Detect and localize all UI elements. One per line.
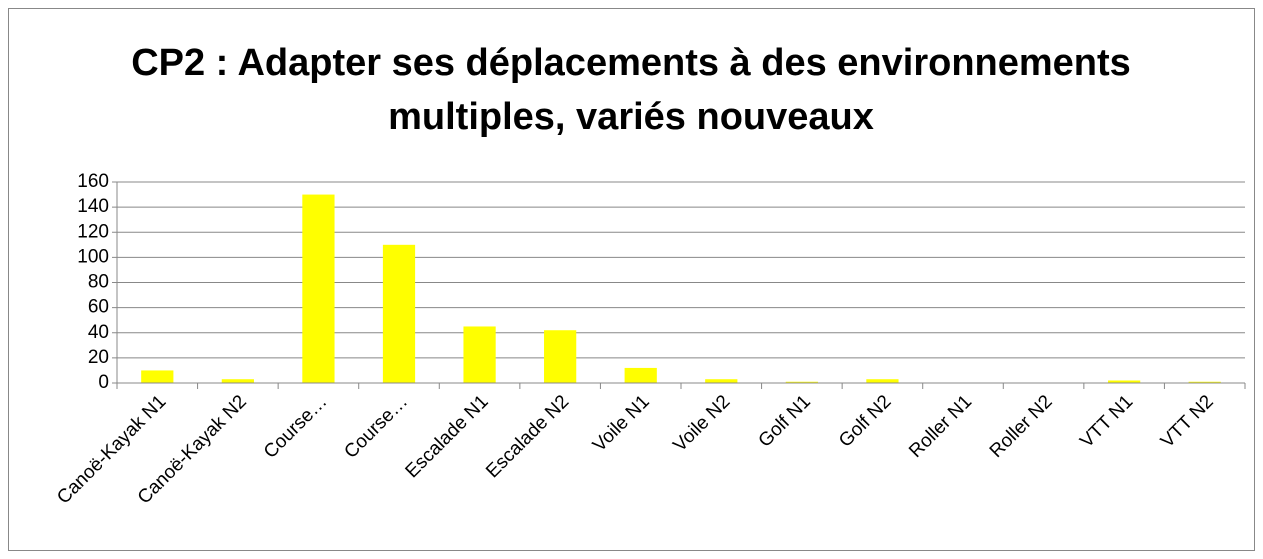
bar bbox=[544, 330, 577, 383]
y-tick-label: 140 bbox=[77, 196, 109, 217]
chart-title: CP2 : Adapter ses déplacements à des env… bbox=[131, 42, 1131, 138]
y-tick-label: 60 bbox=[88, 297, 109, 318]
bar bbox=[1188, 381, 1221, 383]
y-tick-label: 120 bbox=[77, 221, 109, 242]
bar bbox=[141, 370, 174, 383]
y-tick-label: 20 bbox=[88, 347, 109, 368]
bar bbox=[382, 244, 416, 383]
bar bbox=[463, 326, 496, 383]
y-tick-label: 160 bbox=[77, 171, 109, 192]
chart-border bbox=[8, 8, 1255, 551]
y-tick-label: 0 bbox=[98, 372, 109, 393]
bar bbox=[221, 379, 254, 383]
bar bbox=[302, 194, 335, 383]
bar bbox=[705, 379, 738, 383]
y-tick-label: 100 bbox=[77, 246, 109, 267]
bar bbox=[866, 379, 899, 383]
bar bbox=[624, 367, 657, 383]
y-tick-label: 40 bbox=[88, 322, 109, 343]
y-tick-label: 80 bbox=[88, 272, 109, 293]
bar bbox=[1108, 380, 1141, 383]
bar bbox=[785, 381, 818, 383]
